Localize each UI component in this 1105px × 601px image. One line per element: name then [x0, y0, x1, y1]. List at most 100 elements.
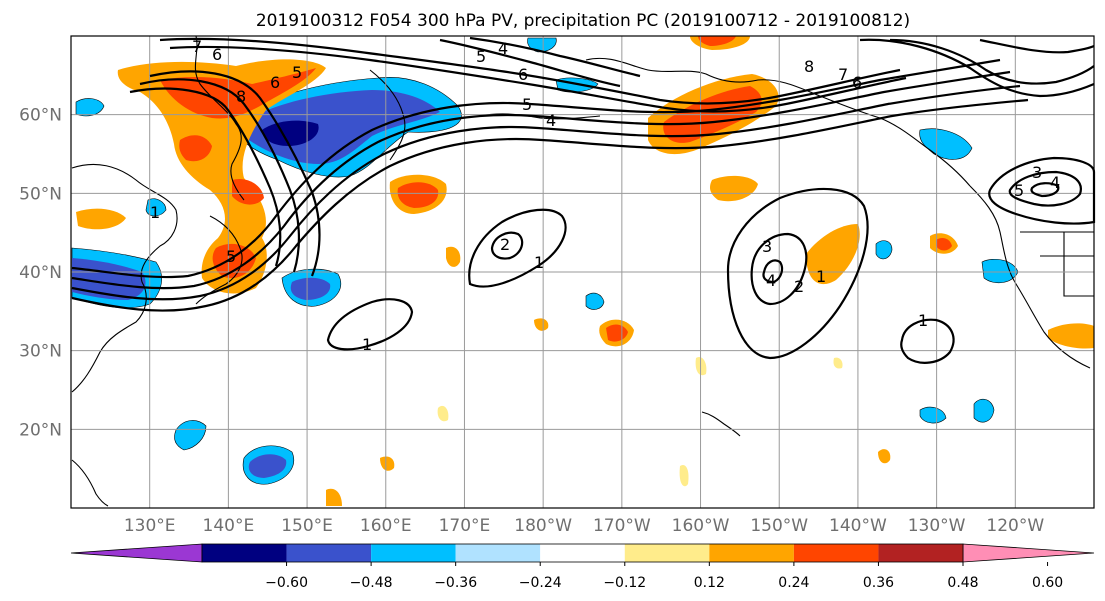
pv-contour: [169, 45, 907, 113]
coastline-us-border: [1020, 231, 1094, 297]
pv-contour: [71, 58, 1001, 279]
pv-contour-label: 7: [838, 65, 848, 84]
longitude-label: 120°W: [986, 516, 1044, 536]
pv-contour: [900, 318, 955, 364]
colorbar-tick-label: 0.12: [694, 575, 725, 591]
longitude-label: 160°E: [360, 516, 412, 536]
pv-contour-label: 5: [1014, 181, 1024, 200]
latitude-label: 50°N: [19, 184, 62, 204]
longitude-label: 130°E: [124, 516, 176, 536]
precip-positive-patch: [806, 224, 860, 285]
colorbar-tick-label: −0.24: [519, 575, 562, 591]
precip-positive-patch: [878, 449, 891, 464]
coastline-hawaii: [701, 411, 741, 437]
colorbar-swatch: [624, 544, 710, 562]
precip-negative-patch: [875, 240, 893, 260]
precip-positive-patch: [606, 324, 628, 342]
longitude-label: 180°W: [514, 516, 572, 536]
pv-contour: [750, 232, 808, 306]
latitude-label: 60°N: [19, 106, 62, 126]
coastline-north-america: [969, 185, 1091, 369]
colorbar-swatch: [709, 544, 794, 562]
precip-negative-patch: [919, 406, 947, 424]
colorbar-tick-label: 0.60: [1032, 575, 1063, 591]
longitude-label: 130°W: [908, 516, 966, 536]
longitude-label: 160°W: [672, 516, 730, 536]
longitude-label: 150°E: [281, 516, 333, 536]
precip-negative-patch: [145, 198, 167, 217]
pv-contour-labels: 1 2 1 1 3 4 2 1 1 3 4 5 5 4 6 5 4 8 7 6 …: [150, 37, 1060, 354]
pv-contour-label: 6: [212, 45, 222, 64]
pv-contour-label: 4: [766, 271, 776, 290]
colorbar-swatch: [540, 544, 625, 562]
precip-positive-patch: [326, 488, 342, 506]
pv-contour: [1030, 182, 1060, 198]
pv-contour-label: 2: [500, 235, 510, 254]
precip-positive-patch: [232, 178, 264, 205]
coastline-aleutians: [479, 113, 601, 120]
colorbar-tick-label: −0.12: [603, 575, 646, 591]
colorbar-tick-label: −0.48: [350, 575, 393, 591]
precip-positive-patch: [710, 175, 758, 202]
precip-positive-patch: [698, 36, 736, 46]
colorbar-swatch: [455, 544, 541, 562]
pv-contour-label: 5: [522, 95, 532, 114]
latitude-label: 30°N: [19, 342, 62, 362]
latitude-label: 40°N: [19, 263, 62, 283]
coastline-asia-north: [194, 35, 245, 201]
colorbar-swatch: [793, 544, 879, 562]
pv-contour-label: 6: [518, 65, 528, 84]
precip-positive-patch: [936, 238, 952, 251]
precip-negative-patch: [174, 420, 207, 451]
precip-positive-patch: [833, 357, 843, 369]
pv-contour: [326, 298, 414, 351]
colorbar-tick-label: 0.36: [863, 575, 894, 591]
colorbar-swatch: [286, 544, 372, 562]
pv-contour: [71, 70, 1011, 290]
pv-contour-label: 3: [762, 237, 772, 256]
pv-contour: [859, 38, 1095, 98]
precip-positive-patch: [76, 208, 126, 230]
pv-contour: [469, 36, 641, 78]
pv-contour-label: 5: [292, 63, 302, 82]
colorbar-outline: [201, 543, 964, 563]
colorbar-tick-label: 0.24: [778, 575, 809, 591]
longitude-label: 170°W: [593, 516, 651, 536]
precip-negative-patch: [262, 120, 319, 146]
colorbar-tick-label: −0.60: [265, 575, 308, 591]
precip-positive-patch: [117, 59, 326, 294]
map-title: 2019100312 F054 300 hPa PV, precipitatio…: [256, 11, 910, 31]
precip-negative-patch: [527, 37, 557, 53]
pv-contour: [71, 98, 1029, 312]
pv-contour: [1008, 170, 1082, 207]
pv-contours: [71, 36, 1096, 364]
colorbar-extend-low: [70, 543, 203, 563]
pv-contour: [979, 38, 1095, 54]
colorbar-swatch: [878, 544, 963, 562]
precip-negative-patch: [973, 398, 995, 423]
pv-contour-label: 1: [362, 335, 372, 354]
pv-contour: [139, 78, 301, 273]
pv-contour-label: 5: [476, 47, 486, 66]
precip-positive-patch: [679, 464, 689, 487]
pv-contour-label: 1: [816, 267, 826, 286]
gridlines: [71, 36, 1094, 508]
pv-contour-label: 7: [192, 37, 202, 56]
pv-contour: [129, 87, 282, 267]
precip-positive-patch: [380, 456, 395, 471]
precip-positive-patch: [534, 318, 549, 331]
precip-positive-patch: [397, 182, 439, 208]
colorbar-extend-high: [962, 543, 1095, 563]
colorbar-tick-label: −0.36: [434, 575, 477, 591]
precip-negative-patch: [585, 292, 605, 310]
pv-contour: [726, 187, 869, 360]
coastline-asia: [71, 163, 178, 393]
longitude-label: 140°E: [203, 516, 255, 536]
longitude-labels: 130°E 140°E 150°E 160°E 170°E 180°W 170°W 160°W…: [124, 516, 1045, 536]
pv-contour: [468, 208, 567, 288]
pv-contour-label: 1: [918, 311, 928, 330]
pv-contour-label: 6: [852, 73, 862, 92]
precip-positive-patch: [212, 243, 256, 278]
precip-negative-patch: [75, 98, 105, 117]
